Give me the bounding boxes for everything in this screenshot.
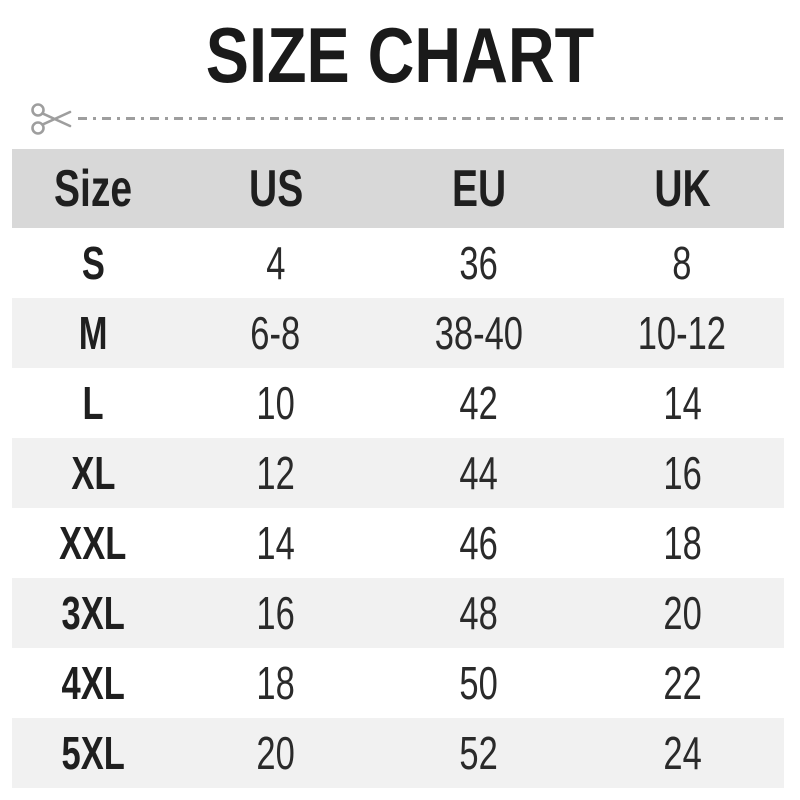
table-row-m: M 6-8 38-40 10-12: [12, 298, 784, 368]
size-value-cell: 18: [580, 508, 784, 578]
cell-text: 18: [662, 517, 702, 569]
size-label-cell: 3XL: [12, 578, 174, 648]
cut-line-divider: [0, 98, 800, 142]
size-value-cell: 46: [377, 508, 580, 578]
size-value-cell: 36: [377, 228, 580, 298]
cell-text: 10: [256, 377, 295, 429]
size-label-cell: 5XL: [12, 718, 174, 788]
size-value-cell: 22: [580, 648, 784, 718]
cell-text: 8: [672, 237, 692, 289]
table-header-row: Size US EU UK: [12, 149, 784, 228]
size-label-cell: XL: [12, 438, 174, 508]
column-header-label: UK: [653, 159, 711, 218]
size-table: Size US EU UK S 4 36 8 M 6-8 38-40 10-12 L 10 42 14 XL 1…: [12, 149, 784, 788]
size-label-cell: S: [12, 228, 174, 298]
cell-text: XXL: [59, 517, 127, 569]
size-value-cell: 16: [580, 438, 784, 508]
size-value-cell: 18: [174, 648, 377, 718]
cell-text: XL: [71, 447, 116, 499]
size-value-cell: 6-8: [174, 298, 377, 368]
size-value-cell: 20: [580, 578, 784, 648]
size-value-cell: 10-12: [580, 298, 784, 368]
cell-text: 4XL: [61, 657, 125, 709]
cell-text: 20: [256, 727, 295, 779]
size-label-cell: XXL: [12, 508, 174, 578]
cell-text: 46: [459, 517, 498, 569]
size-value-cell: 20: [174, 718, 377, 788]
column-header-size: Size: [12, 149, 174, 228]
cell-text: S: [81, 237, 105, 289]
column-header-label: US: [248, 159, 303, 218]
size-value-cell: 52: [377, 718, 580, 788]
size-value-cell: 42: [377, 368, 580, 438]
table-row-s: S 4 36 8: [12, 228, 784, 298]
scissors-icon: [31, 103, 72, 135]
cell-text: 12: [256, 447, 295, 499]
cell-text: 24: [662, 727, 702, 779]
cell-text: 22: [662, 657, 702, 709]
size-value-cell: 10: [174, 368, 377, 438]
size-label-cell: L: [12, 368, 174, 438]
table-row-xxl: XXL 14 46 18: [12, 508, 784, 578]
size-value-cell: 24: [580, 718, 784, 788]
size-value-cell: 44: [377, 438, 580, 508]
size-value-cell: 16: [174, 578, 377, 648]
cell-text: 42: [459, 377, 498, 429]
cell-text: 38-40: [434, 307, 523, 359]
size-value-cell: 14: [174, 508, 377, 578]
dashed-cut-line: [78, 117, 784, 120]
size-value-cell: 4: [174, 228, 377, 298]
cell-text: 6-8: [250, 307, 301, 359]
size-value-cell: 50: [377, 648, 580, 718]
table-row-5xl: 5XL 20 52 24: [12, 718, 784, 788]
size-value-cell: 48: [377, 578, 580, 648]
size-value-cell: 14: [580, 368, 784, 438]
cell-text: L: [82, 377, 104, 429]
column-header-eu: EU: [377, 149, 580, 228]
column-header-uk: UK: [580, 149, 784, 228]
cell-text: 10-12: [637, 307, 727, 359]
column-header-label: Size: [54, 159, 133, 218]
cell-text: 16: [662, 447, 702, 499]
table-row-3xl: 3XL 16 48 20: [12, 578, 784, 648]
cell-text: 5XL: [61, 727, 125, 779]
size-label-cell: 4XL: [12, 648, 174, 718]
cell-text: 36: [459, 237, 498, 289]
cell-text: 14: [256, 517, 295, 569]
cell-text: 4: [266, 237, 286, 289]
size-label-cell: M: [12, 298, 174, 368]
column-header-us: US: [174, 149, 377, 228]
cell-text: 44: [459, 447, 498, 499]
page-title: SIZE CHART: [205, 11, 595, 99]
size-value-cell: 12: [174, 438, 377, 508]
cell-text: M: [78, 307, 108, 359]
cell-text: 48: [459, 587, 498, 639]
table-row-xl: XL 12 44 16: [12, 438, 784, 508]
size-value-cell: 38-40: [377, 298, 580, 368]
cell-text: 18: [256, 657, 295, 709]
table-body: S 4 36 8 M 6-8 38-40 10-12 L 10 42 14 XL 12 44 16 XXL 14 4…: [12, 228, 784, 788]
cell-text: 52: [459, 727, 498, 779]
table-row-4xl: 4XL 18 50 22: [12, 648, 784, 718]
column-header-label: EU: [451, 159, 506, 218]
size-value-cell: 8: [580, 228, 784, 298]
table-row-l: L 10 42 14: [12, 368, 784, 438]
cell-text: 14: [662, 377, 702, 429]
cell-text: 20: [662, 587, 702, 639]
cell-text: 50: [459, 657, 498, 709]
cell-text: 16: [256, 587, 295, 639]
cell-text: 3XL: [61, 587, 125, 639]
